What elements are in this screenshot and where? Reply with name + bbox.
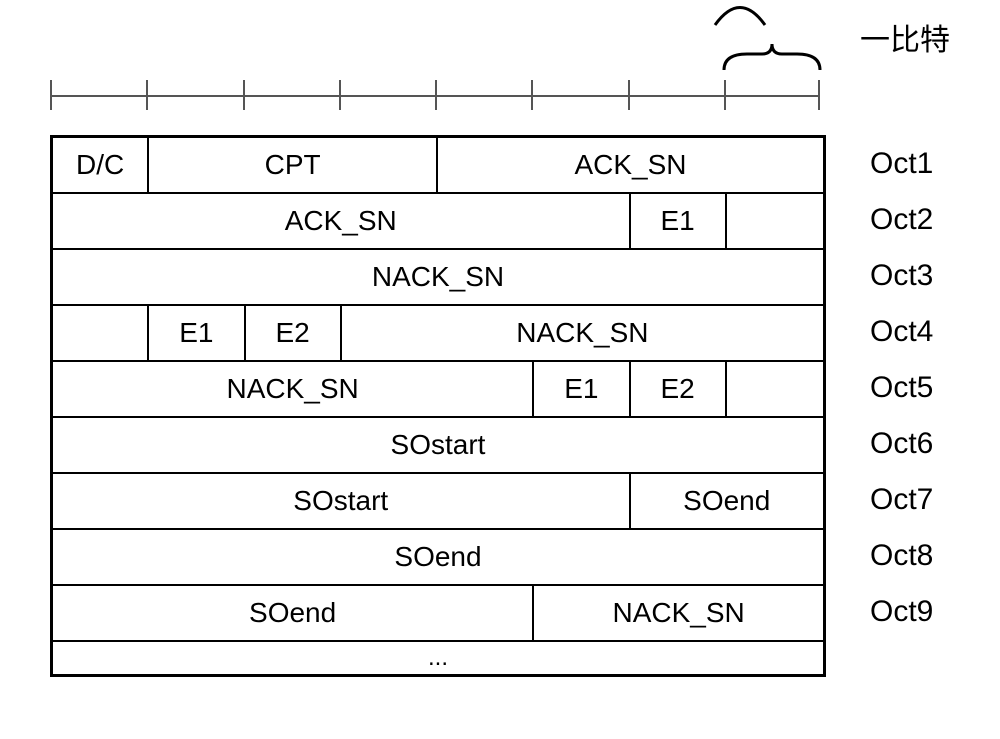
pdu-table: D/CCPTACK_SNACK_SNE1NACK_SNE1E2NACK_SNNA… — [50, 135, 826, 677]
table-area: D/CCPTACK_SNACK_SNE1NACK_SNE1E2NACK_SNNA… — [50, 135, 820, 677]
table-row: SOstartSOend — [53, 474, 823, 530]
cell-e1: E1 — [631, 194, 727, 248]
table-row: E1E2NACK_SN — [53, 306, 823, 362]
cell-nacksn: NACK_SN — [53, 362, 534, 416]
diagram-container: 一比特 D/CCPTACK_SNACK_SNE1NACK_SNE1E2NACK_… — [20, 20, 980, 677]
ruler-tick — [531, 80, 533, 110]
cell-cpt: CPT — [149, 138, 438, 192]
ruler-tick — [339, 80, 341, 110]
table-row: D/CCPTACK_SN — [53, 138, 823, 194]
ruler-tick — [435, 80, 437, 110]
ruler-tick — [818, 80, 820, 110]
table-row: SOstart — [53, 418, 823, 474]
octet-label: Oct7 — [870, 483, 990, 517]
bit-label-text: 一比特 — [860, 15, 950, 59]
octet-label: Oct8 — [870, 539, 990, 573]
cell-empty — [53, 306, 149, 360]
table-row: SOend — [53, 530, 823, 586]
bit-ruler — [50, 80, 820, 110]
cell-acksn: ACK_SN — [438, 138, 823, 192]
cell-nacksn: NACK_SN — [53, 250, 823, 304]
octet-label: Oct4 — [870, 315, 990, 349]
cell-empty — [727, 362, 823, 416]
octet-label: Oct2 — [870, 203, 990, 237]
cell-soend: SOend — [53, 586, 534, 640]
cell-e2: E2 — [246, 306, 342, 360]
ruler-tick — [146, 80, 148, 110]
cell-e1: E1 — [149, 306, 245, 360]
table-row: ACK_SNE1 — [53, 194, 823, 250]
cell-nacksn: NACK_SN — [534, 586, 823, 640]
cell-soend: SOend — [53, 530, 823, 584]
cell-sostart: SOstart — [53, 474, 631, 528]
cell-dc: D/C — [53, 138, 149, 192]
cell-acksn: ACK_SN — [53, 194, 631, 248]
table-row: NACK_SN — [53, 250, 823, 306]
cell-nacksn: NACK_SN — [342, 306, 823, 360]
cell-empty — [727, 194, 823, 248]
ruler-tick — [243, 80, 245, 110]
octet-label: Oct9 — [870, 595, 990, 629]
ruler-tick — [724, 80, 726, 110]
table-row: NACK_SNE1E2 — [53, 362, 823, 418]
table-row: SOendNACK_SN — [53, 586, 823, 642]
octet-label: Oct6 — [870, 427, 990, 461]
cell-sostart: SOstart — [53, 418, 823, 472]
bit-label-area: 一比特 — [50, 20, 820, 80]
ellipsis-row: ... — [53, 642, 823, 674]
arc-icon — [710, 0, 770, 30]
ruler-tick — [628, 80, 630, 110]
octet-label: Oct3 — [870, 259, 990, 293]
cell-soend: SOend — [631, 474, 824, 528]
cell-e2: E2 — [631, 362, 727, 416]
curly-brace-icon — [722, 42, 822, 72]
octet-label: Oct5 — [870, 371, 990, 405]
ruler-tick — [50, 80, 52, 110]
octet-label: Oct1 — [870, 147, 990, 181]
cell-e1: E1 — [534, 362, 630, 416]
